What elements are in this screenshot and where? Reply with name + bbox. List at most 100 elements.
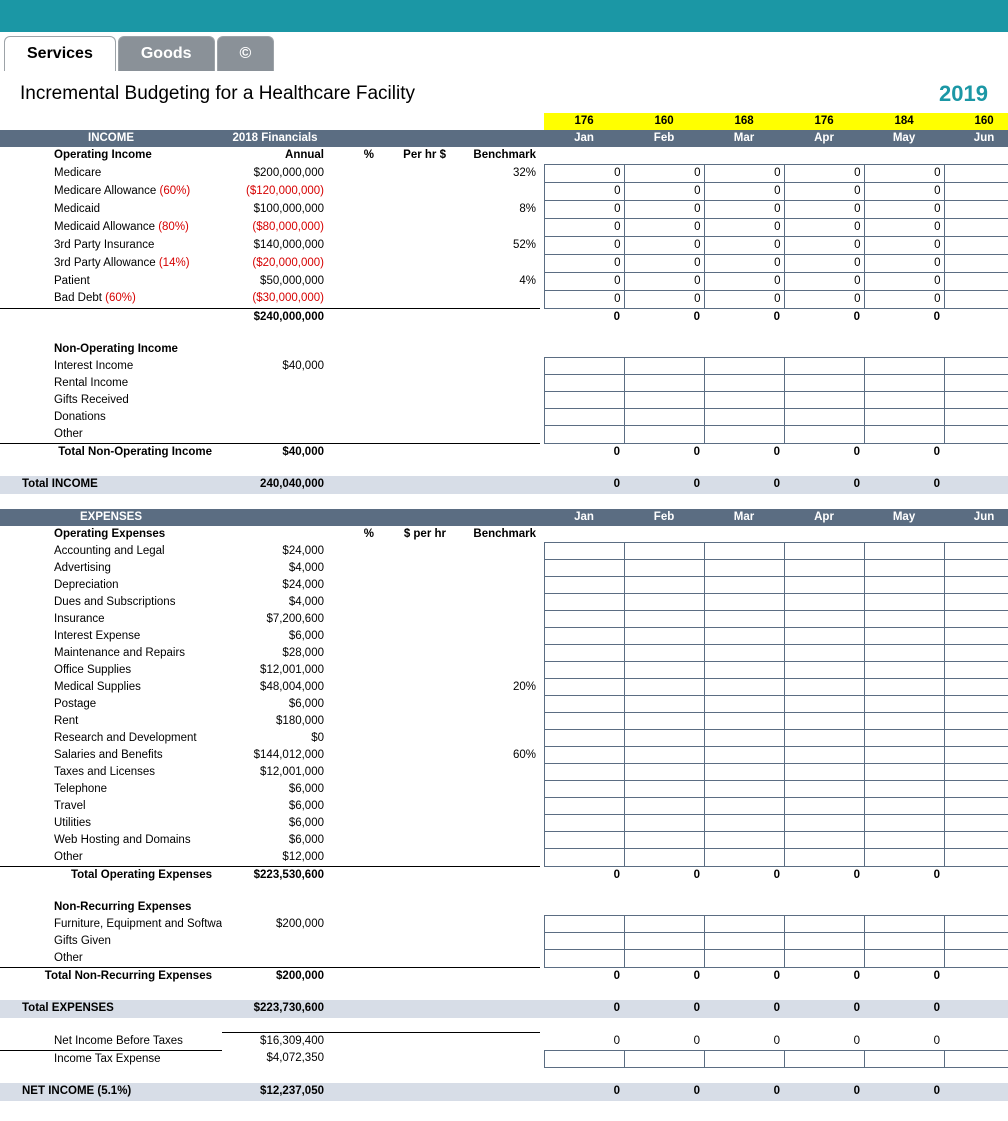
- cell: 0: [864, 182, 944, 200]
- cell: [328, 662, 378, 679]
- cell: [450, 509, 540, 526]
- cell: [328, 200, 378, 218]
- cell: [624, 341, 704, 358]
- cell: [704, 645, 784, 662]
- tab-goods[interactable]: Goods: [118, 36, 215, 71]
- cell: [450, 426, 540, 444]
- cell: [544, 358, 624, 375]
- cell: [704, 543, 784, 560]
- cell: 0: [864, 254, 944, 272]
- row-label: Medicaid Allowance (80%): [0, 218, 222, 236]
- row-label: Office Supplies: [0, 662, 222, 679]
- cell: [864, 730, 944, 747]
- cell: $28,000: [222, 645, 328, 662]
- cell: 0: [624, 272, 704, 290]
- cell: $223,730,600: [222, 1000, 328, 1018]
- row-label: Bad Debt (60%): [0, 290, 222, 308]
- cell: 0: [544, 200, 624, 218]
- cell: [544, 426, 624, 444]
- month-header: Mar: [704, 130, 784, 147]
- tab-copyright[interactable]: ©: [217, 36, 275, 71]
- cell: [450, 662, 540, 679]
- non-rec-exp-label: Non-Recurring Expenses: [0, 899, 222, 916]
- cell: [328, 832, 378, 849]
- cell: [450, 899, 540, 916]
- cell: [784, 628, 864, 645]
- cell: [864, 764, 944, 781]
- cell: [784, 679, 864, 696]
- cell: $40,000: [222, 358, 328, 375]
- cell: 0: [784, 866, 864, 884]
- cell: [328, 543, 378, 560]
- cell: [544, 409, 624, 426]
- cell: [328, 341, 378, 358]
- cell: [0, 326, 1008, 341]
- cell: [328, 218, 378, 236]
- cell: [328, 849, 378, 867]
- row-label: Web Hosting and Domains: [0, 832, 222, 849]
- row-label: Dues and Subscriptions: [0, 594, 222, 611]
- cell: 4%: [450, 272, 540, 290]
- cell: [378, 628, 450, 645]
- op-exp-total-label: Total Operating Expenses: [0, 866, 222, 884]
- cell: [944, 662, 1008, 679]
- month-header: Jun: [944, 130, 1008, 147]
- cell: [624, 747, 704, 764]
- cell: [378, 916, 450, 933]
- cell: [328, 308, 378, 326]
- cell: [944, 747, 1008, 764]
- cell: 20%: [450, 679, 540, 696]
- cell: [378, 713, 450, 730]
- cell: $24,000: [222, 577, 328, 594]
- cell: $6,000: [222, 798, 328, 815]
- cell: [328, 611, 378, 628]
- top-bar: [0, 0, 1008, 32]
- cell: [704, 1050, 784, 1068]
- cell: [784, 730, 864, 747]
- cell: 0: [784, 164, 864, 182]
- cell: [864, 916, 944, 933]
- cell: [0, 461, 1008, 476]
- row-label: Medicare Allowance (60%): [0, 182, 222, 200]
- cell: [864, 358, 944, 375]
- cell: [450, 341, 540, 358]
- cell: [450, 696, 540, 713]
- cell: [704, 147, 784, 164]
- cell: 0: [704, 236, 784, 254]
- tab-services[interactable]: Services: [4, 36, 116, 71]
- cell: $24,000: [222, 543, 328, 560]
- cell: [944, 730, 1008, 747]
- hours-cell: 168: [704, 113, 784, 130]
- cell: [378, 764, 450, 781]
- row-label: Depreciation: [0, 577, 222, 594]
- cell: [944, 781, 1008, 798]
- cell: [944, 358, 1008, 375]
- cell: 0: [864, 164, 944, 182]
- row-label: Patient: [0, 272, 222, 290]
- row-label: Other: [0, 950, 222, 968]
- cell: [544, 577, 624, 594]
- cell: [784, 594, 864, 611]
- cell: 0: [544, 476, 624, 494]
- cell: [328, 164, 378, 182]
- cell: [864, 662, 944, 679]
- cell: [378, 290, 450, 308]
- cell: [328, 866, 378, 884]
- cell: [328, 815, 378, 832]
- cell: 0: [944, 1000, 1008, 1018]
- cell: [704, 392, 784, 409]
- cell: [624, 713, 704, 730]
- cell: [624, 375, 704, 392]
- cell: [864, 577, 944, 594]
- cell: 0: [944, 218, 1008, 236]
- cell: [328, 696, 378, 713]
- cell: 0: [784, 272, 864, 290]
- cell: 0: [624, 1000, 704, 1018]
- cell: [544, 628, 624, 645]
- cell: [450, 1033, 540, 1051]
- cell: [944, 594, 1008, 611]
- cell: [704, 577, 784, 594]
- cell: [624, 543, 704, 560]
- cell: $100,000,000: [222, 200, 328, 218]
- cell: 0: [864, 200, 944, 218]
